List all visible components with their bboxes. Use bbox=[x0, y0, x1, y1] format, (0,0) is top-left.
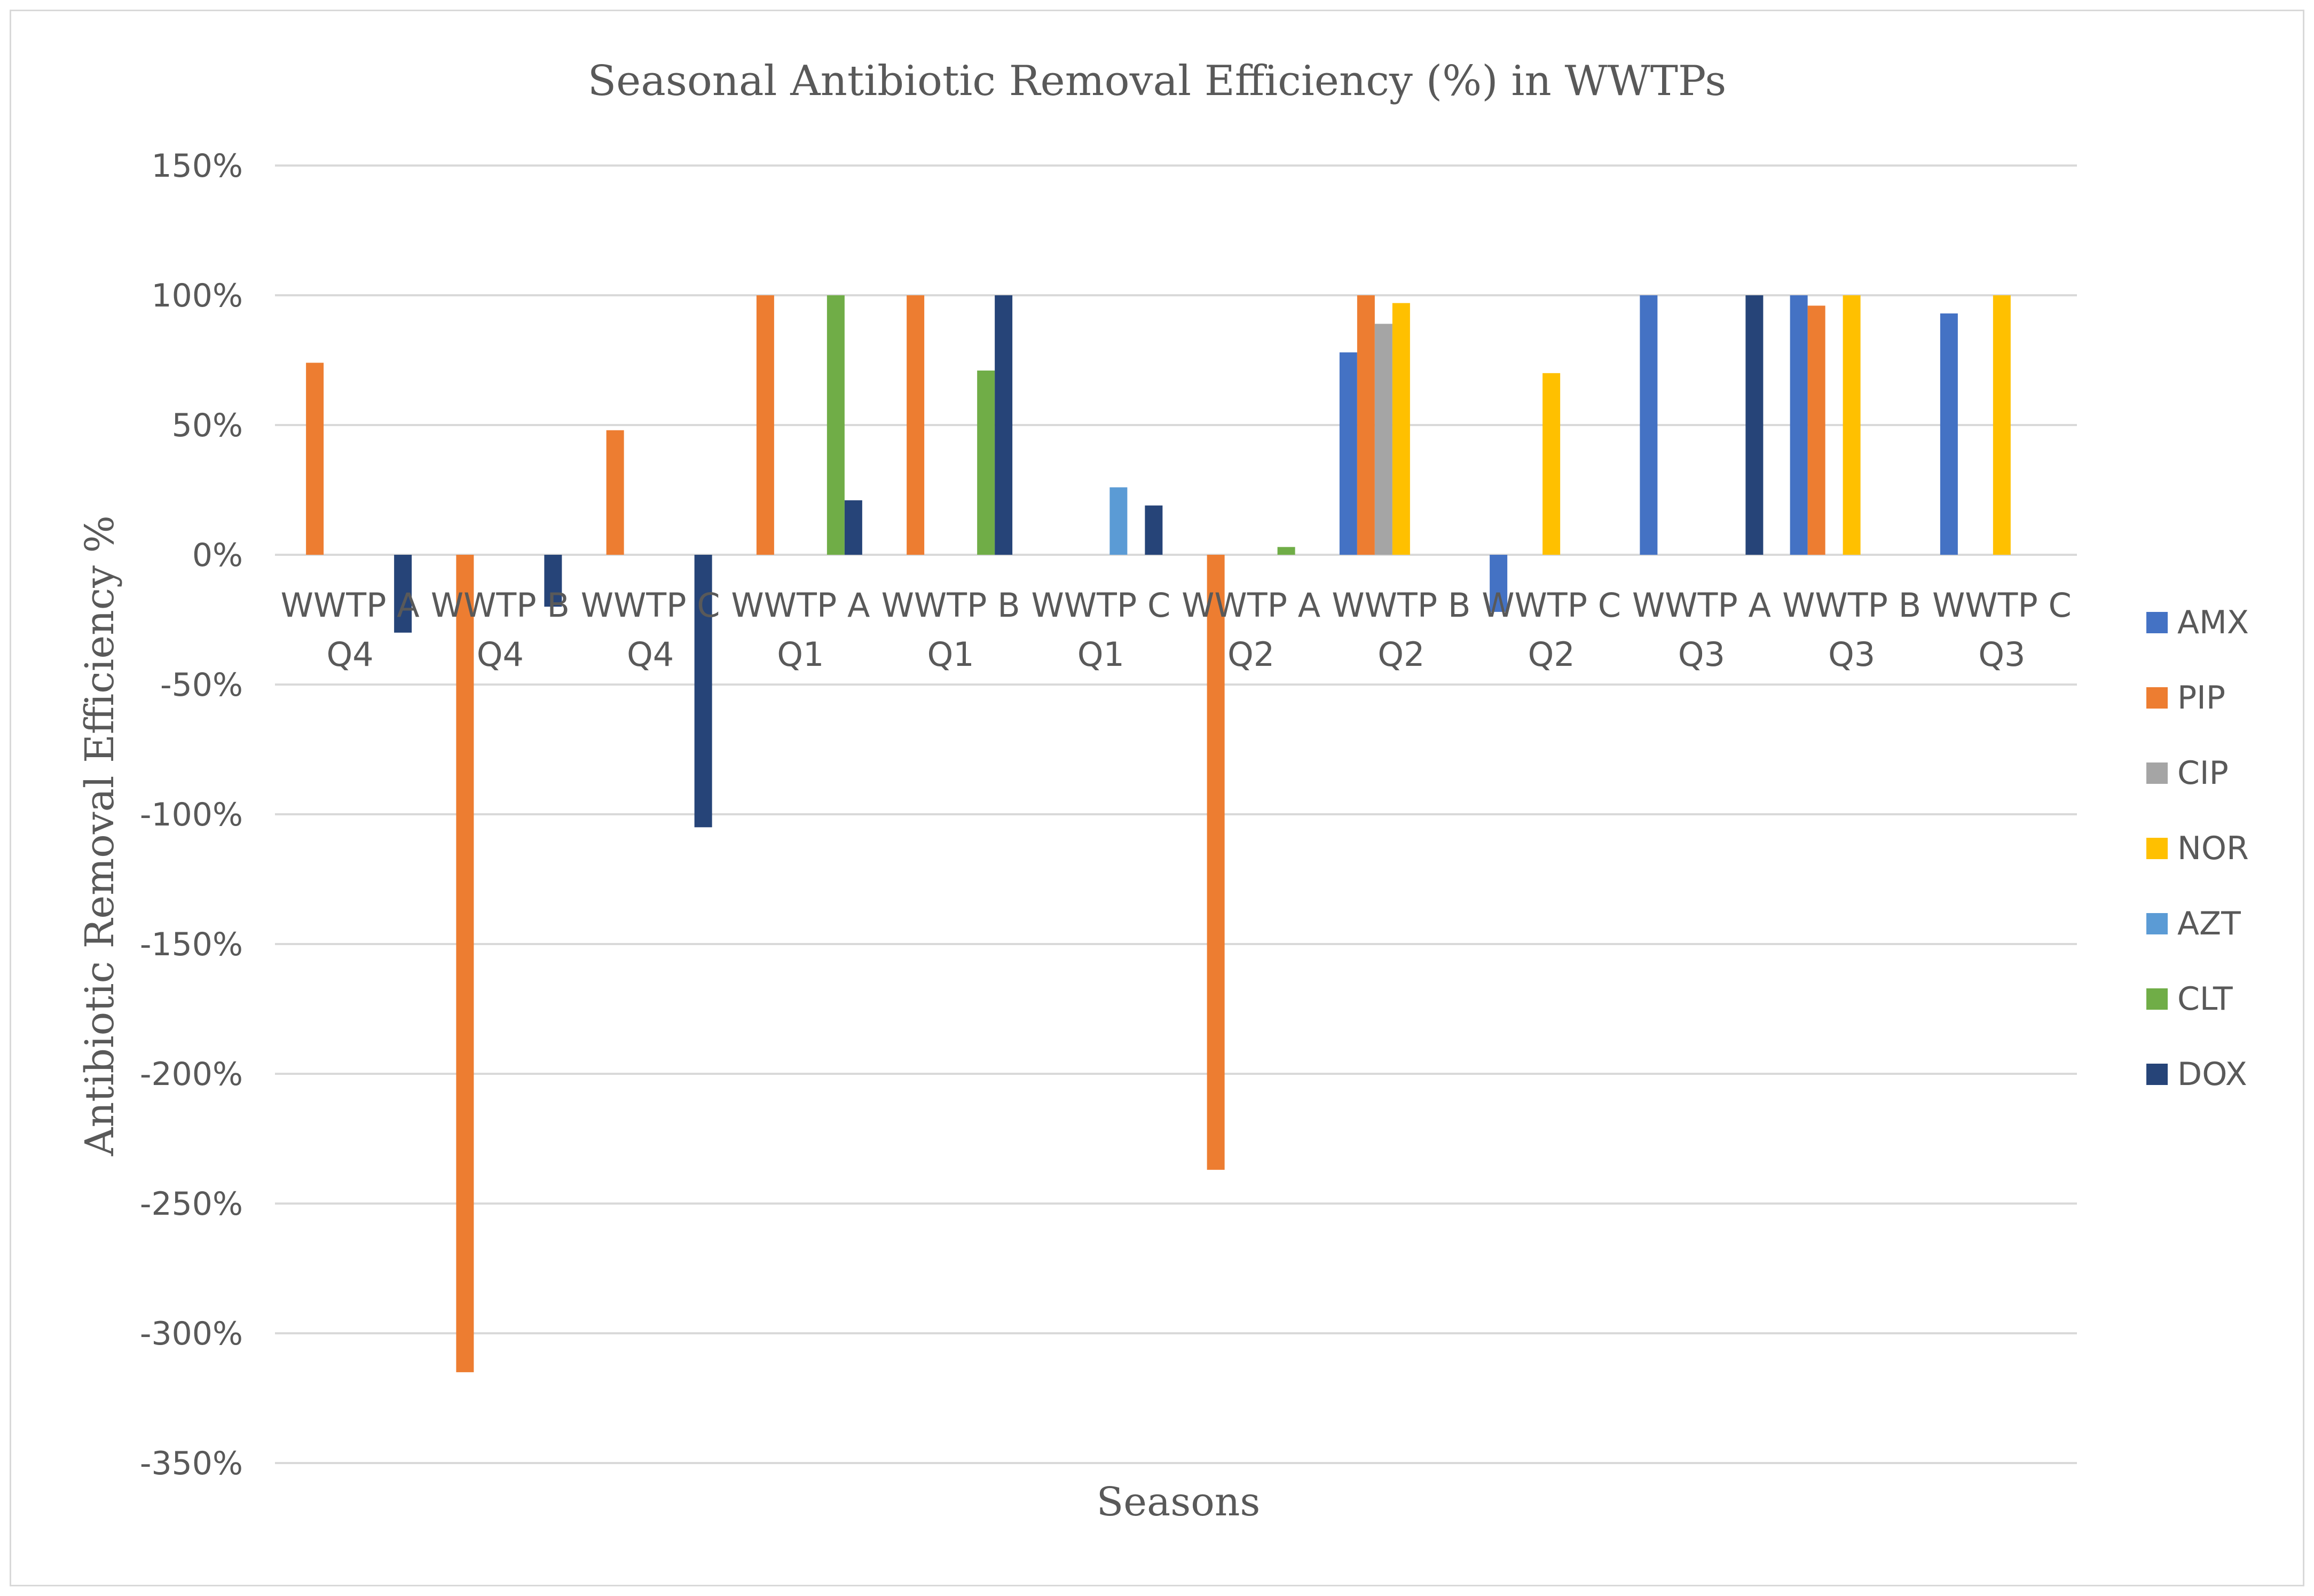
bar-amx bbox=[1790, 295, 1808, 555]
x-category-season-label: Q4 bbox=[327, 635, 374, 674]
x-category-label: WWTP C bbox=[581, 586, 720, 625]
legend-label-dox: DOX bbox=[2177, 1056, 2247, 1093]
x-category-label: WWTP B bbox=[1782, 586, 1921, 625]
bar-nor bbox=[1843, 295, 1861, 555]
x-category-label: WWTP C bbox=[1932, 586, 2072, 625]
legend-swatch-pip bbox=[2146, 687, 2168, 709]
bar-pip bbox=[756, 295, 774, 555]
bar-dox bbox=[844, 500, 862, 555]
legend: AMX PIP CIP NOR AZT CLT DOX bbox=[2146, 604, 2249, 1093]
x-category-season-label: Q2 bbox=[1227, 635, 1274, 674]
bar-dox bbox=[1745, 295, 1764, 555]
x-category-label: WWTP A bbox=[731, 586, 870, 625]
x-category-label: WWTP A bbox=[281, 586, 420, 625]
chart-title: Seasonal Antibiotic Removal Efficiency (… bbox=[588, 57, 1727, 105]
bar-clt bbox=[827, 295, 845, 555]
x-category-label: WWTP B bbox=[881, 586, 1020, 625]
bar-pip bbox=[456, 555, 474, 1372]
x-axis-category-labels: WWTP A Q4 WWTP B Q4 WWTP C Q4 WWTP A Q1 WWTP B Q1… bbox=[281, 586, 2072, 674]
x-category-season-label: Q4 bbox=[477, 635, 524, 674]
x-category-season-label: Q3 bbox=[1978, 635, 2025, 674]
bar-amx bbox=[1640, 295, 1658, 555]
y-tick-label: -300% bbox=[140, 1315, 243, 1353]
x-category-label: WWTP A bbox=[1182, 586, 1320, 625]
legend-swatch-dox bbox=[2146, 1064, 2168, 1085]
y-axis-ticks: 150% 100% 50% 0% -50% -100% -150% -200% -250% -30… bbox=[140, 147, 243, 1482]
bar-cip bbox=[1374, 324, 1392, 555]
x-category-season-label: Q4 bbox=[627, 635, 674, 674]
y-tick-label: -50% bbox=[160, 666, 243, 704]
x-category-label: WWTP B bbox=[431, 586, 570, 625]
bar-dox bbox=[394, 555, 412, 633]
x-category-season-label: Q1 bbox=[927, 635, 974, 674]
x-category-season-label: Q3 bbox=[1828, 635, 1875, 674]
x-category-season-label: Q1 bbox=[777, 635, 824, 674]
y-axis-title: Antibiotic Removal Efficiency % bbox=[77, 515, 123, 1157]
bar-nor bbox=[1392, 303, 1410, 555]
bar-pip bbox=[1207, 555, 1225, 1170]
gridlines bbox=[275, 164, 2077, 1464]
bar-pip bbox=[1807, 305, 1825, 555]
y-tick-label: 100% bbox=[151, 277, 243, 315]
y-tick-label: -350% bbox=[140, 1445, 243, 1482]
x-category-label: WWTP A bbox=[1632, 586, 1771, 625]
bar-azt bbox=[1109, 487, 1128, 555]
y-tick-label: -150% bbox=[140, 926, 243, 963]
legend-swatch-amx bbox=[2146, 612, 2168, 633]
y-tick-label: 50% bbox=[172, 407, 243, 444]
x-category-season-label: Q3 bbox=[1678, 635, 1725, 674]
y-tick-label: -250% bbox=[140, 1185, 243, 1223]
bar-pip bbox=[1357, 295, 1375, 555]
bar-pip bbox=[606, 430, 624, 555]
x-category-season-label: Q2 bbox=[1378, 635, 1424, 674]
bar-dox bbox=[544, 555, 562, 607]
bar-pip bbox=[907, 295, 925, 555]
legend-swatch-clt bbox=[2146, 988, 2168, 1010]
y-tick-label: -100% bbox=[140, 796, 243, 834]
y-tick-label: -200% bbox=[140, 1056, 243, 1093]
legend-swatch-azt bbox=[2146, 913, 2168, 934]
bar-amx bbox=[1490, 555, 1508, 612]
bars bbox=[306, 295, 2011, 1372]
bar-nor bbox=[1542, 373, 1561, 555]
legend-label-cip: CIP bbox=[2177, 754, 2229, 792]
bar-dox bbox=[694, 555, 712, 828]
bar-nor bbox=[1993, 295, 2011, 555]
x-axis-title: Seasons bbox=[1097, 1479, 1261, 1525]
legend-label-amx: AMX bbox=[2177, 604, 2249, 641]
x-category-label: WWTP B bbox=[1332, 586, 1470, 625]
bar-clt bbox=[977, 370, 995, 555]
chart-frame bbox=[10, 10, 2304, 1586]
bar-clt bbox=[1277, 547, 1295, 555]
legend-label-azt: AZT bbox=[2177, 905, 2241, 942]
bar-dox bbox=[995, 295, 1013, 555]
legend-label-pip: PIP bbox=[2177, 679, 2225, 717]
x-category-season-label: Q2 bbox=[1528, 635, 1575, 674]
x-category-label: WWTP C bbox=[1031, 586, 1170, 625]
legend-swatch-nor bbox=[2146, 838, 2168, 859]
x-category-label: WWTP C bbox=[1482, 586, 1621, 625]
y-tick-label: 150% bbox=[151, 147, 243, 185]
legend-label-nor: NOR bbox=[2177, 830, 2249, 867]
legend-label-clt: CLT bbox=[2177, 980, 2233, 1018]
legend-swatch-cip bbox=[2146, 762, 2168, 784]
bar-pip bbox=[306, 363, 324, 555]
bar-amx bbox=[1940, 313, 1958, 555]
bar-amx bbox=[1339, 352, 1357, 555]
x-category-season-label: Q1 bbox=[1077, 635, 1124, 674]
y-tick-label: 0% bbox=[192, 537, 243, 574]
bar-dox bbox=[1145, 505, 1163, 555]
